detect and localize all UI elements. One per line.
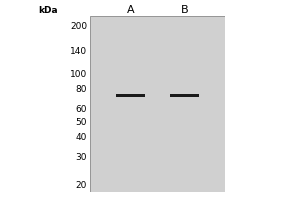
Bar [116,94,145,97]
Text: kDa: kDa [39,6,58,15]
Text: A: A [127,5,134,15]
Bar [170,94,199,97]
Text: B: B [181,5,188,15]
